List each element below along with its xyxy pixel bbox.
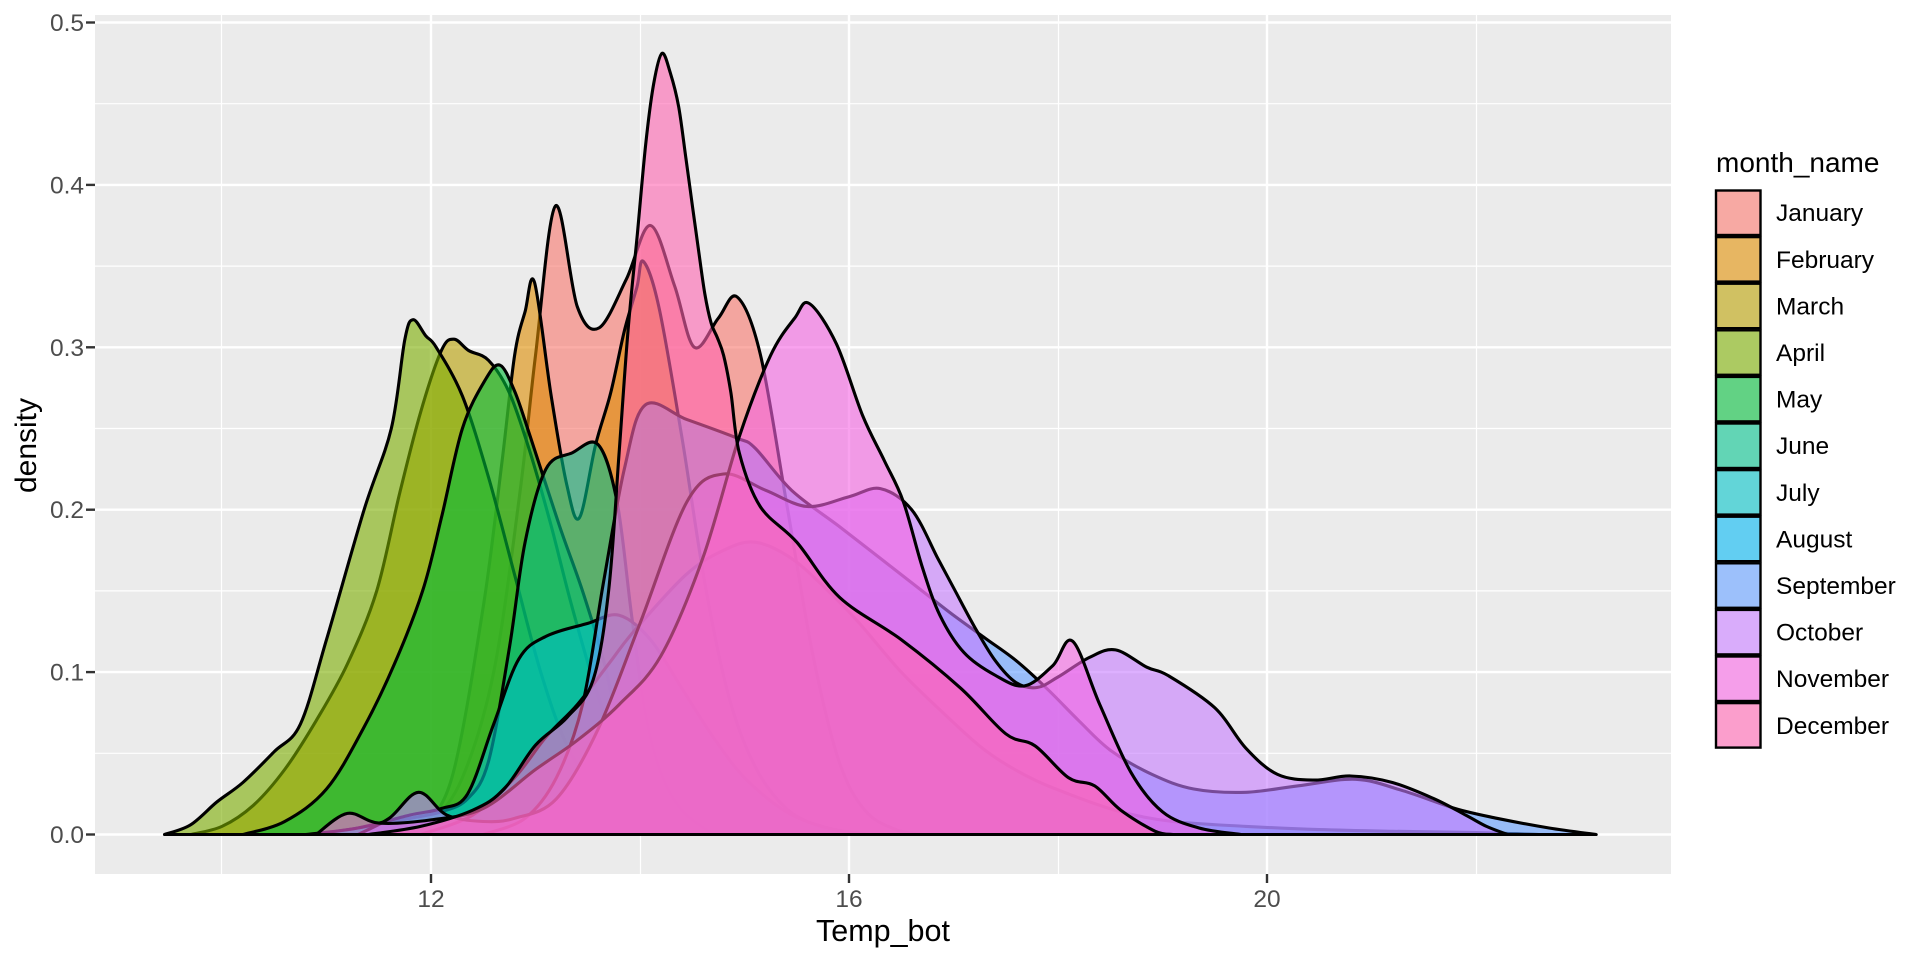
svg-text:June: June xyxy=(1776,433,1829,460)
svg-text:November: November xyxy=(1776,666,1889,693)
svg-text:16: 16 xyxy=(835,886,862,913)
svg-text:March: March xyxy=(1776,293,1844,320)
svg-text:0.3: 0.3 xyxy=(50,335,84,362)
svg-text:0.5: 0.5 xyxy=(50,10,84,37)
svg-text:July: July xyxy=(1776,480,1820,507)
svg-text:month_name: month_name xyxy=(1716,147,1879,178)
svg-text:20: 20 xyxy=(1253,886,1280,913)
svg-text:0.2: 0.2 xyxy=(50,497,84,524)
svg-text:12: 12 xyxy=(417,886,444,913)
svg-text:February: February xyxy=(1776,247,1875,274)
svg-text:October: October xyxy=(1776,620,1863,647)
svg-text:0.4: 0.4 xyxy=(50,172,84,199)
svg-text:April: April xyxy=(1776,340,1825,367)
svg-text:density: density xyxy=(10,398,43,493)
svg-text:September: September xyxy=(1776,573,1896,600)
svg-text:0.0: 0.0 xyxy=(50,822,84,849)
svg-text:August: August xyxy=(1776,527,1852,554)
svg-text:May: May xyxy=(1776,387,1823,414)
svg-text:January: January xyxy=(1776,200,1864,227)
svg-text:0.1: 0.1 xyxy=(50,660,84,687)
svg-text:December: December xyxy=(1776,713,1889,740)
svg-text:Temp_bot: Temp_bot xyxy=(816,914,950,948)
